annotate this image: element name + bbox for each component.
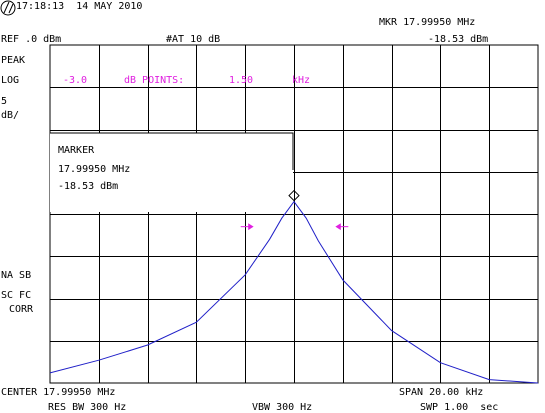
marker-level: -18.53 dBm (428, 34, 489, 45)
right-arrow-icon (335, 223, 349, 231)
detector-mode: PEAK (1, 55, 26, 66)
marker-frequency: MKR 17.99950 MHz (379, 17, 476, 28)
left-arrow-icon (240, 223, 254, 231)
video-bandwidth: VBW 300 Hz (252, 402, 313, 413)
marker-box-frequency: 17.99950 MHz (58, 164, 131, 175)
span: SPAN 20.00 kHz (399, 387, 484, 398)
db-points-level: -3.0 (63, 75, 88, 86)
sweep-time: SWP 1.00 sec (420, 402, 499, 413)
resolution-bandwidth: RES BW 300 Hz (48, 402, 127, 413)
hp-logo-icon (0, 0, 16, 16)
scale-unit: dB/ (1, 110, 20, 121)
db-points-label: dB POINTS: (124, 75, 185, 86)
center-frequency: CENTER 17.99950 MHz (1, 387, 116, 398)
db-points-unit: kHz (292, 75, 311, 86)
marker-box-title: MARKER (58, 145, 95, 156)
trace-line (49, 200, 539, 384)
attenuation: #AT 10 dB (166, 34, 221, 45)
diamond-marker-icon (288, 189, 300, 202)
sc-fc-indicator: SC FC (1, 290, 32, 301)
marker-box-level: -18.53 dBm (58, 181, 119, 192)
na-sb-indicator: NA SB (1, 270, 32, 281)
db-points-value: 1.50 (229, 75, 254, 86)
scale-value: 5 (1, 96, 8, 107)
ref-level: REF .0 dBm (1, 34, 62, 45)
scale-type: LOG (1, 75, 20, 86)
corr-indicator: CORR (9, 304, 34, 315)
graticule-grid (49, 44, 539, 384)
timestamp: 17:18:13 14 MAY 2010 (16, 1, 143, 12)
marker-info-box (50, 132, 294, 212)
